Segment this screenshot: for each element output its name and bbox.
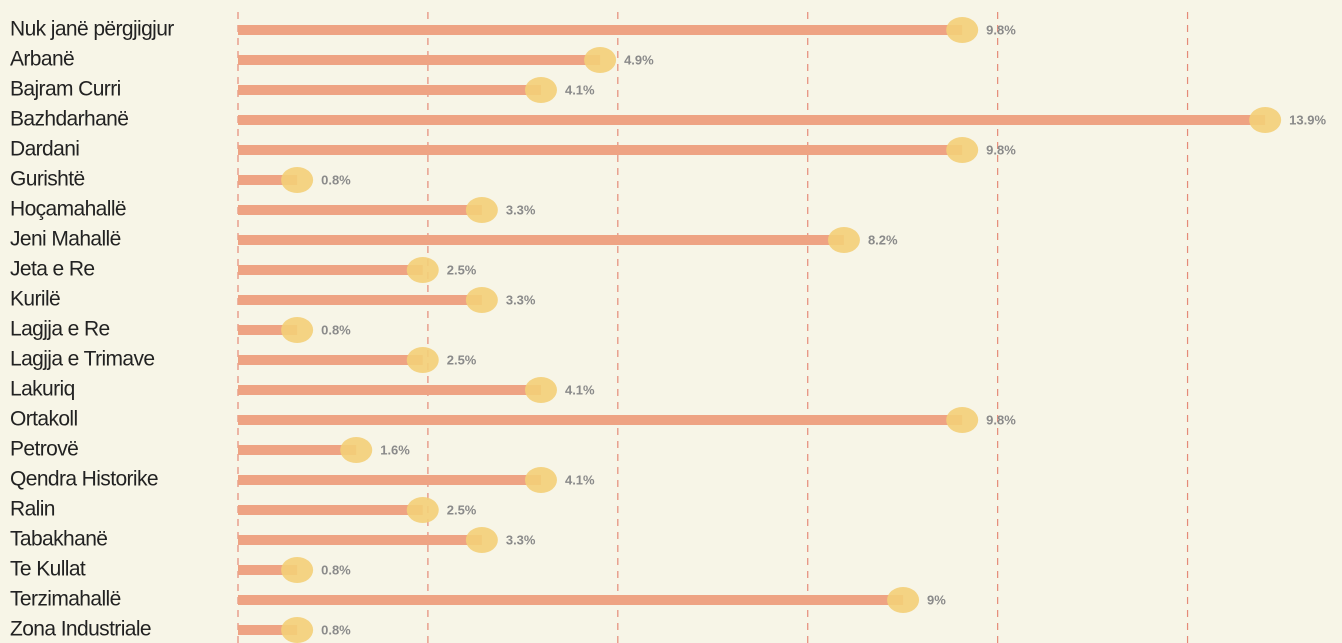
bar-marker bbox=[406, 497, 439, 523]
bar-marker bbox=[946, 17, 979, 43]
bar-marker bbox=[524, 377, 557, 403]
bar bbox=[238, 355, 423, 365]
value-label: 3.3% bbox=[506, 202, 536, 217]
bar bbox=[238, 325, 298, 335]
category-label: Lakuriq bbox=[10, 378, 75, 401]
value-label: 0.8% bbox=[321, 562, 351, 577]
category-label: Te Kullat bbox=[10, 558, 86, 581]
category-label: Qendra Historike bbox=[10, 468, 158, 491]
bar-marker bbox=[406, 257, 439, 283]
category-label: Ralin bbox=[10, 498, 55, 521]
category-label: Dardani bbox=[10, 138, 79, 161]
value-label: 9.8% bbox=[986, 22, 1016, 37]
value-label: 8.2% bbox=[868, 232, 898, 247]
bar bbox=[238, 85, 541, 95]
bar bbox=[238, 175, 298, 185]
bar-marker bbox=[827, 227, 860, 253]
bar-marker bbox=[524, 77, 557, 103]
value-label: 0.8% bbox=[321, 322, 351, 337]
category-label: Jeta e Re bbox=[10, 258, 95, 281]
category-label: Lagjja e Trimave bbox=[10, 348, 154, 371]
bar-marker bbox=[406, 347, 439, 373]
bar bbox=[238, 115, 1266, 125]
category-label: Bazhdarhanë bbox=[10, 108, 128, 131]
bar bbox=[238, 505, 423, 515]
category-label: Hoçamahallë bbox=[10, 198, 126, 221]
bar-marker bbox=[340, 437, 373, 463]
value-label: 4.9% bbox=[624, 52, 654, 67]
bar-marker bbox=[1249, 107, 1282, 133]
bar-marker bbox=[465, 287, 498, 313]
bar bbox=[238, 295, 482, 305]
bar bbox=[238, 385, 541, 395]
value-label: 4.1% bbox=[565, 82, 595, 97]
category-label: Tabakhanë bbox=[10, 528, 107, 551]
category-label: Zona Industriale bbox=[10, 618, 151, 641]
bar-marker bbox=[465, 527, 498, 553]
value-label: 0.8% bbox=[321, 172, 351, 187]
bar bbox=[238, 25, 963, 35]
category-label: Ortakoll bbox=[10, 408, 78, 431]
value-label: 3.3% bbox=[506, 292, 536, 307]
category-label: Terzimahallë bbox=[10, 588, 121, 611]
value-label: 9.8% bbox=[986, 412, 1016, 427]
bar-marker bbox=[887, 587, 920, 613]
value-label: 2.5% bbox=[447, 262, 477, 277]
category-label: Bajram Curri bbox=[10, 78, 121, 101]
bar-marker bbox=[281, 167, 314, 193]
bar-marker bbox=[281, 317, 314, 343]
bar-marker bbox=[584, 47, 617, 73]
category-label: Kurilë bbox=[10, 288, 60, 311]
bar bbox=[238, 265, 423, 275]
bar bbox=[238, 235, 844, 245]
value-label: 3.3% bbox=[506, 532, 536, 547]
bar bbox=[238, 415, 963, 425]
bar bbox=[238, 535, 482, 545]
bar-marker bbox=[281, 617, 314, 643]
bar bbox=[238, 145, 963, 155]
bar-marker bbox=[946, 137, 979, 163]
bar bbox=[238, 595, 904, 605]
bar bbox=[238, 565, 298, 575]
value-label: 13.9% bbox=[1289, 112, 1326, 127]
value-label: 4.1% bbox=[565, 472, 595, 487]
category-label: Arbanë bbox=[10, 48, 74, 71]
bar-marker bbox=[946, 407, 979, 433]
bar bbox=[238, 445, 357, 455]
bar bbox=[238, 55, 601, 65]
value-label: 0.8% bbox=[321, 622, 351, 637]
category-label: Gurishtë bbox=[10, 168, 85, 191]
category-label: Petrovë bbox=[10, 438, 78, 461]
bar bbox=[238, 475, 541, 485]
bar-marker bbox=[281, 557, 314, 583]
value-label: 9% bbox=[927, 592, 946, 607]
bar bbox=[238, 625, 298, 635]
value-label: 2.5% bbox=[447, 352, 477, 367]
value-label: 4.1% bbox=[565, 382, 595, 397]
value-label: 9.8% bbox=[986, 142, 1016, 157]
bar-marker bbox=[524, 467, 557, 493]
bar bbox=[238, 205, 482, 215]
value-label: 2.5% bbox=[447, 502, 477, 517]
bar-marker bbox=[465, 197, 498, 223]
category-label: Lagjja e Re bbox=[10, 318, 110, 341]
value-label: 1.6% bbox=[380, 442, 410, 457]
category-label: Jeni Mahallë bbox=[10, 228, 121, 251]
category-label: Nuk janë përgjigjur bbox=[10, 18, 174, 41]
